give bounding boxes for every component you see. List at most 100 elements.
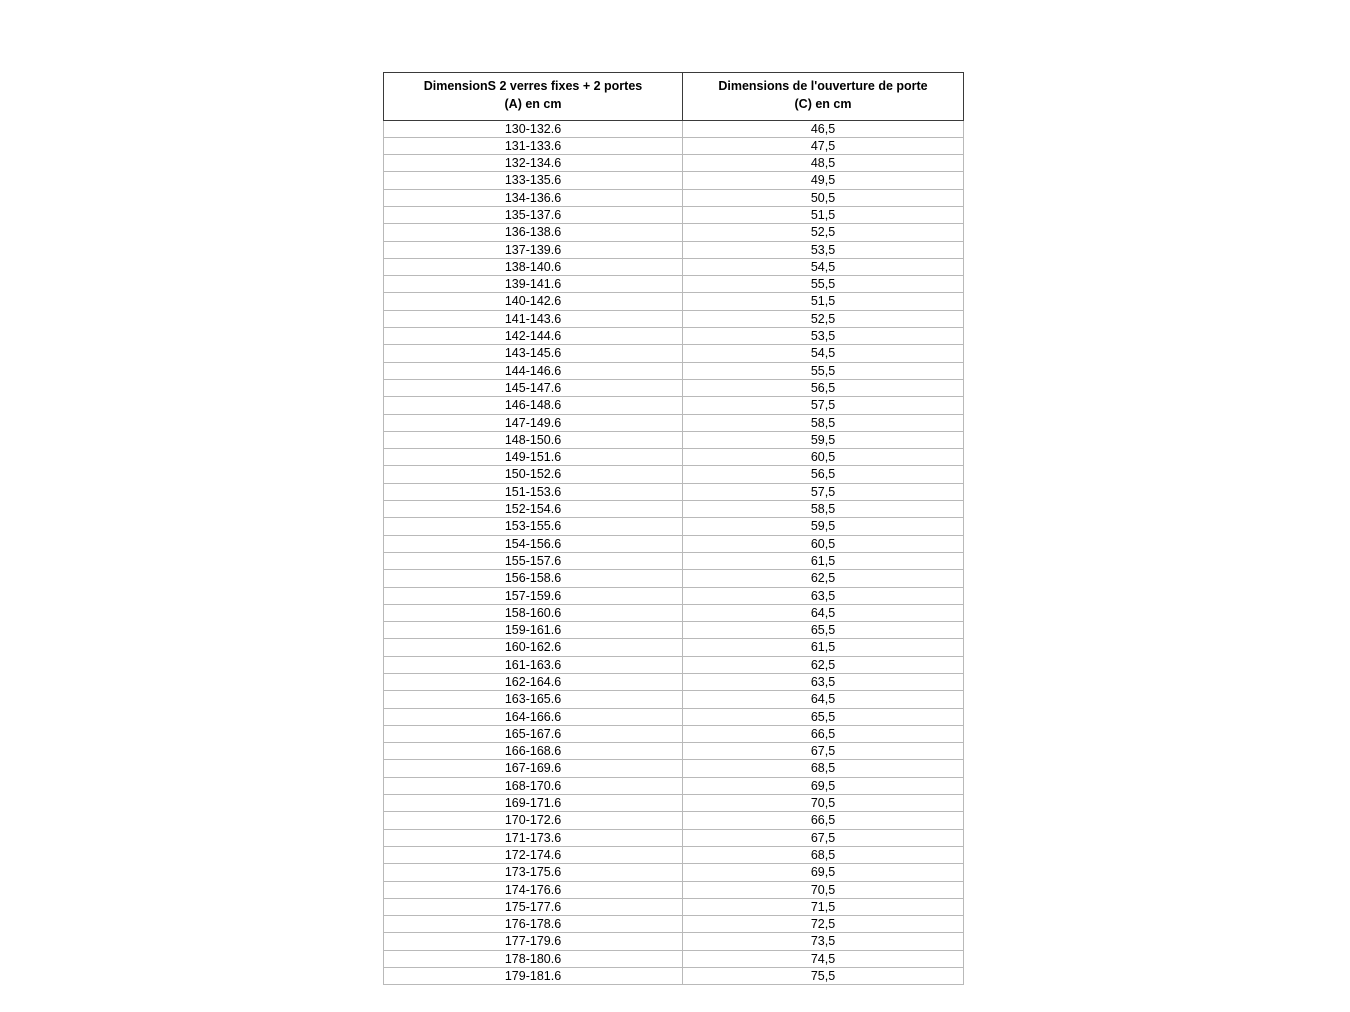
cell-dimensions-a: 151-153.6 — [383, 483, 683, 502]
cell-dimensions-c: 46,5 — [682, 120, 964, 138]
table-header: DimensionS 2 verres fixes + 2 portes (A)… — [383, 72, 964, 121]
table-row: 136-138.6 52,5 — [383, 223, 964, 242]
cell-dimensions-c: 54,5 — [682, 258, 964, 277]
cell-dimensions-a: 166-168.6 — [383, 742, 683, 761]
cell-dimensions-c: 69,5 — [682, 777, 964, 796]
cell-dimensions-c: 57,5 — [682, 396, 964, 415]
dimensions-table-container: DimensionS 2 verres fixes + 2 portes (A)… — [383, 72, 964, 986]
cell-dimensions-a: 163-165.6 — [383, 690, 683, 709]
column-header-dimensions-c: Dimensions de l'ouverture de porte (C) e… — [682, 72, 964, 121]
table-row: 132-134.6 48,5 — [383, 154, 964, 173]
dimensions-table: DimensionS 2 verres fixes + 2 portes (A)… — [383, 72, 964, 986]
table-row: 170-172.6 66,5 — [383, 811, 964, 830]
cell-dimensions-a: 152-154.6 — [383, 500, 683, 519]
column-header-a-line1: DimensionS 2 verres fixes + 2 portes — [423, 79, 643, 93]
cell-dimensions-a: 167-169.6 — [383, 759, 683, 778]
cell-dimensions-c: 70,5 — [682, 881, 964, 899]
cell-dimensions-a: 150-152.6 — [383, 465, 683, 484]
cell-dimensions-a: 178-180.6 — [383, 950, 683, 969]
cell-dimensions-a: 164-166.6 — [383, 708, 683, 726]
cell-dimensions-c: 66,5 — [682, 811, 964, 830]
table-row: 169-171.6 70,5 — [383, 794, 964, 813]
cell-dimensions-a: 155-157.6 — [383, 552, 683, 571]
table-row: 161-163.6 62,5 — [383, 656, 964, 675]
table-row: 173-175.6 69,5 — [383, 863, 964, 882]
table-row: 139-141.6 55,5 — [383, 275, 964, 294]
table-row: 164-166.6 65,5 — [383, 708, 964, 726]
cell-dimensions-c: 68,5 — [682, 846, 964, 865]
cell-dimensions-a: 162-164.6 — [383, 673, 683, 692]
cell-dimensions-a: 144-146.6 — [383, 362, 683, 380]
cell-dimensions-c: 65,5 — [682, 621, 964, 640]
table-row: 130-132.6 46,5 — [383, 120, 964, 138]
cell-dimensions-c: 63,5 — [682, 673, 964, 692]
table-row: 177-179.6 73,5 — [383, 932, 964, 951]
cell-dimensions-a: 158-160.6 — [383, 604, 683, 623]
table-row: 174-176.6 70,5 — [383, 881, 964, 899]
table-row: 149-151.6 60,5 — [383, 448, 964, 467]
table-row: 151-153.6 57,5 — [383, 483, 964, 502]
cell-dimensions-a: 160-162.6 — [383, 638, 683, 657]
table-row: 142-144.6 53,5 — [383, 327, 964, 346]
column-header-c-line2: (C) en cm — [794, 96, 852, 111]
cell-dimensions-a: 143-145.6 — [383, 344, 683, 363]
table-row: 137-139.6 53,5 — [383, 241, 964, 259]
cell-dimensions-c: 62,5 — [682, 569, 964, 588]
cell-dimensions-a: 175-177.6 — [383, 898, 683, 917]
cell-dimensions-a: 154-156.6 — [383, 535, 683, 553]
cell-dimensions-c: 70,5 — [682, 794, 964, 813]
table-row: 155-157.6 61,5 — [383, 552, 964, 571]
table-row: 145-147.6 56,5 — [383, 379, 964, 398]
table-row: 162-164.6 63,5 — [383, 673, 964, 692]
cell-dimensions-c: 53,5 — [682, 327, 964, 346]
cell-dimensions-c: 66,5 — [682, 725, 964, 744]
cell-dimensions-a: 136-138.6 — [383, 223, 683, 242]
cell-dimensions-a: 156-158.6 — [383, 569, 683, 588]
cell-dimensions-a: 173-175.6 — [383, 863, 683, 882]
cell-dimensions-a: 179-181.6 — [383, 967, 683, 986]
table-row: 158-160.6 64,5 — [383, 604, 964, 623]
cell-dimensions-a: 145-147.6 — [383, 379, 683, 398]
cell-dimensions-c: 53,5 — [682, 241, 964, 259]
cell-dimensions-a: 148-150.6 — [383, 431, 683, 450]
cell-dimensions-a: 159-161.6 — [383, 621, 683, 640]
cell-dimensions-c: 74,5 — [682, 950, 964, 969]
table-header-row: DimensionS 2 verres fixes + 2 portes (A)… — [383, 72, 964, 121]
table-row: 160-162.6 61,5 — [383, 638, 964, 657]
table-row: 144-146.6 55,5 — [383, 362, 964, 380]
cell-dimensions-c: 68,5 — [682, 759, 964, 778]
cell-dimensions-c: 60,5 — [682, 535, 964, 553]
table-row: 135-137.6 51,5 — [383, 206, 964, 225]
cell-dimensions-c: 59,5 — [682, 431, 964, 450]
cell-dimensions-a: 149-151.6 — [383, 448, 683, 467]
cell-dimensions-c: 60,5 — [682, 448, 964, 467]
table-row: 147-149.6 58,5 — [383, 414, 964, 432]
cell-dimensions-c: 52,5 — [682, 310, 964, 329]
cell-dimensions-c: 55,5 — [682, 362, 964, 380]
table-row: 165-167.6 66,5 — [383, 725, 964, 744]
cell-dimensions-c: 56,5 — [682, 465, 964, 484]
table-row: 176-178.6 72,5 — [383, 915, 964, 934]
cell-dimensions-a: 138-140.6 — [383, 258, 683, 277]
table-row: 138-140.6 54,5 — [383, 258, 964, 277]
table-row: 175-177.6 71,5 — [383, 898, 964, 917]
cell-dimensions-c: 75,5 — [682, 967, 964, 986]
table-row: 140-142.6 51,5 — [383, 292, 964, 311]
cell-dimensions-a: 161-163.6 — [383, 656, 683, 675]
table-row: 141-143.6 52,5 — [383, 310, 964, 329]
cell-dimensions-c: 61,5 — [682, 552, 964, 571]
cell-dimensions-c: 54,5 — [682, 344, 964, 363]
cell-dimensions-a: 133-135.6 — [383, 171, 683, 190]
cell-dimensions-a: 132-134.6 — [383, 154, 683, 173]
cell-dimensions-a: 135-137.6 — [383, 206, 683, 225]
table-row: 146-148.6 57,5 — [383, 396, 964, 415]
cell-dimensions-a: 139-141.6 — [383, 275, 683, 294]
cell-dimensions-a: 157-159.6 — [383, 587, 683, 605]
table-row: 152-154.6 58,5 — [383, 500, 964, 519]
cell-dimensions-a: 169-171.6 — [383, 794, 683, 813]
cell-dimensions-a: 170-172.6 — [383, 811, 683, 830]
cell-dimensions-c: 49,5 — [682, 171, 964, 190]
cell-dimensions-c: 55,5 — [682, 275, 964, 294]
table-row: 157-159.6 63,5 — [383, 587, 964, 605]
